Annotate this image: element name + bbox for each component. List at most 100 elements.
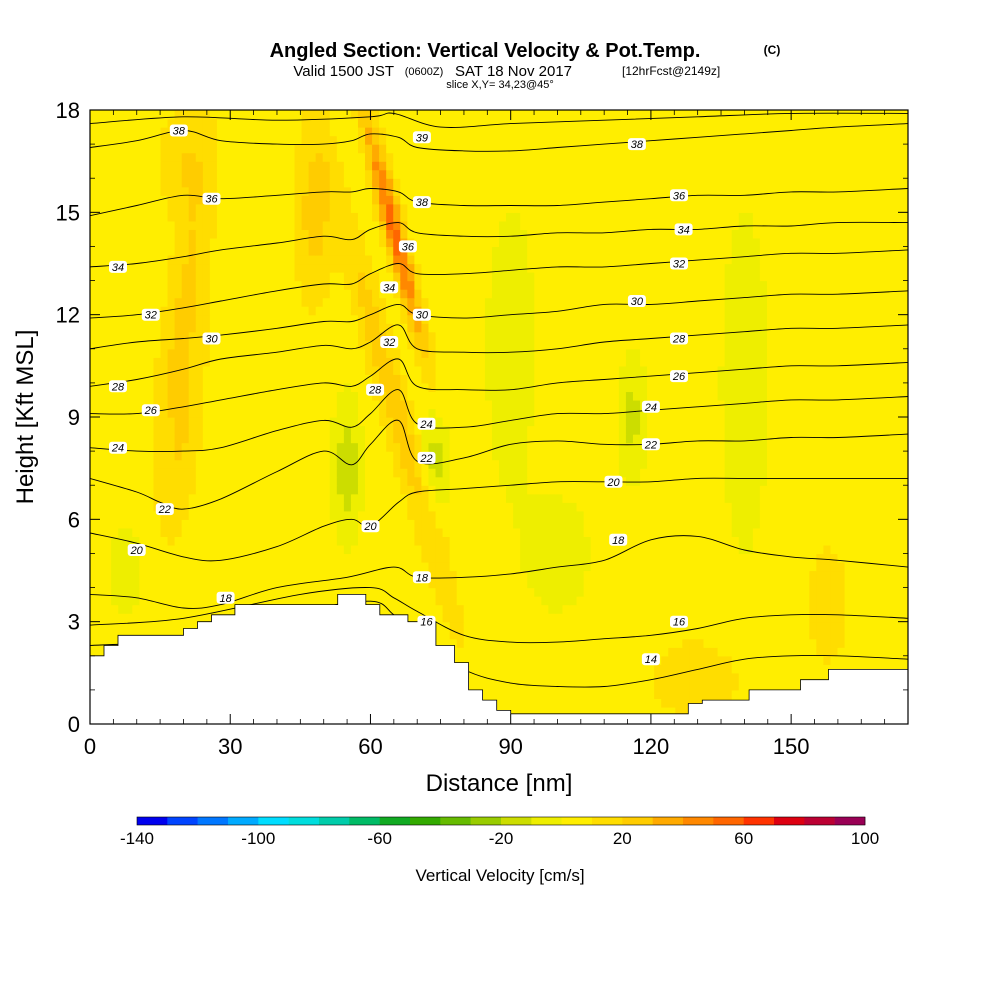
velocity-cell (245, 434, 253, 444)
velocity-cell (104, 493, 112, 503)
velocity-cell (520, 579, 528, 589)
velocity-cell (541, 655, 549, 665)
velocity-cell (442, 468, 451, 478)
velocity-cell (484, 689, 493, 700)
velocity-cell (752, 681, 761, 691)
velocity-cell (104, 459, 112, 469)
velocity-cell (830, 596, 839, 606)
velocity-cell (625, 442, 634, 452)
velocity-cell (386, 476, 394, 486)
velocity-cell (696, 365, 705, 375)
velocity-cell (195, 519, 204, 529)
velocity-cell (668, 510, 676, 520)
velocity-cell (132, 621, 140, 631)
velocity-cell (146, 502, 155, 512)
velocity-cell (886, 391, 895, 401)
velocity-cell (774, 510, 782, 520)
velocity-cell (167, 510, 176, 520)
velocity-cell (802, 365, 810, 375)
velocity-cell (104, 485, 112, 495)
velocity-cell (774, 604, 782, 614)
velocity-cell (252, 485, 260, 495)
velocity-cell (555, 365, 564, 375)
subtitle-date: SAT 18 Nov 2017 (455, 63, 572, 80)
velocity-cell (520, 544, 528, 555)
velocity-cell (781, 604, 789, 614)
velocity-cell (188, 459, 197, 469)
velocity-cell (484, 502, 493, 512)
velocity-cell (315, 408, 324, 418)
velocity-cell (294, 502, 303, 512)
velocity-cell (710, 553, 719, 563)
velocity-cell (618, 417, 627, 427)
velocity-cell (477, 417, 486, 427)
velocity-cell (111, 613, 119, 623)
velocity-cell (477, 655, 486, 665)
velocity-cell (463, 357, 472, 367)
velocity-cell (181, 399, 190, 410)
velocity-cell (308, 459, 317, 469)
velocity-cell (414, 468, 423, 478)
velocity-cell (724, 382, 733, 393)
velocity-cell (541, 553, 549, 563)
velocity-cell (132, 519, 140, 529)
velocity-cell (456, 485, 465, 495)
velocity-cell (731, 417, 740, 427)
velocity-cell (717, 613, 726, 623)
velocity-cell (308, 468, 317, 478)
velocity-cell (900, 647, 908, 657)
velocity-cell (900, 621, 908, 631)
velocity-cell (661, 527, 669, 537)
velocity-cell (343, 476, 352, 486)
velocity-cell (675, 655, 683, 665)
velocity-cell (774, 596, 782, 606)
velocity-cell (562, 672, 571, 682)
velocity-cell (280, 579, 289, 589)
velocity-cell (393, 604, 401, 614)
velocity-cell (865, 493, 874, 503)
velocity-cell (759, 536, 768, 546)
velocity-cell (717, 374, 726, 384)
velocity-cell (759, 621, 768, 631)
velocity-cell (548, 468, 557, 478)
velocity-cell (795, 536, 803, 546)
velocity-cell (393, 425, 401, 435)
velocity-cell (816, 442, 824, 452)
velocity-cell (259, 451, 267, 461)
velocity-cell (731, 630, 740, 640)
velocity-cell (181, 374, 190, 384)
velocity-cell (527, 638, 535, 648)
velocity-cell (97, 365, 105, 375)
velocity-cell (816, 374, 824, 384)
velocity-cell (611, 391, 620, 401)
velocity-cell (294, 536, 303, 546)
velocity-cell (442, 459, 451, 469)
velocity-cell (788, 476, 796, 486)
velocity-cell (837, 638, 846, 648)
velocity-cell (668, 553, 676, 563)
velocity-cell (118, 544, 126, 555)
velocity-cell (414, 408, 423, 418)
velocity-cell (858, 613, 867, 623)
velocity-cell (576, 502, 585, 512)
velocity-cell (407, 357, 415, 367)
velocity-cell (491, 527, 500, 537)
velocity-cell (343, 399, 352, 410)
velocity-cell (449, 391, 458, 401)
velocity-cell (252, 587, 260, 597)
velocity-cell (202, 417, 211, 427)
velocity-cell (731, 425, 740, 435)
velocity-cell (618, 638, 627, 648)
velocity-cell (97, 391, 105, 401)
velocity-cell (400, 544, 408, 555)
velocity-cell (245, 553, 253, 563)
velocity-cell (583, 485, 592, 495)
velocity-cell (153, 510, 162, 520)
velocity-cell (879, 647, 888, 657)
velocity-cell (216, 519, 225, 529)
velocity-cell (654, 502, 662, 512)
velocity-cell (766, 647, 775, 657)
velocity-cell (710, 493, 719, 503)
velocity-cell (280, 527, 289, 537)
velocity-cell (329, 408, 338, 418)
